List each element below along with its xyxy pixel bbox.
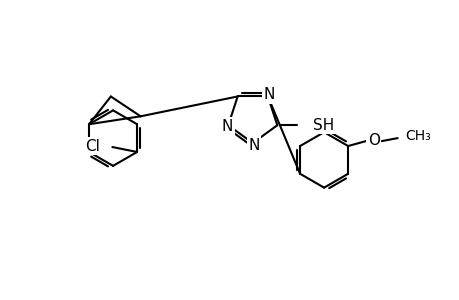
Text: N: N	[263, 87, 274, 102]
Text: CH₃: CH₃	[405, 129, 431, 143]
Text: N: N	[247, 137, 259, 152]
Text: N: N	[221, 119, 232, 134]
Text: Cl: Cl	[85, 139, 100, 154]
Text: O: O	[367, 133, 379, 148]
Text: SH: SH	[312, 118, 334, 133]
